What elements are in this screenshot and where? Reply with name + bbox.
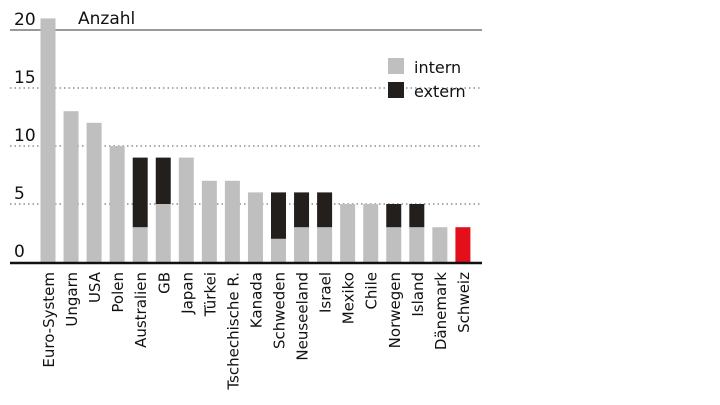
y-tick-label: 5 [14, 184, 25, 204]
y-axis-label: Anzahl [78, 9, 135, 29]
bars [40, 18, 471, 263]
x-category-label: Island [409, 272, 427, 317]
y-tick-label: 20 [14, 10, 36, 30]
x-category-label: USA [86, 271, 104, 303]
y-axis-ticks: 0 5 10 15 20 [14, 10, 36, 262]
y-tick-label: 10 [14, 126, 36, 146]
legend: intern extern [388, 58, 466, 101]
bar-intern [317, 227, 333, 262]
bar-intern [386, 227, 402, 262]
x-category-label: Euro-System [40, 272, 58, 368]
x-category-label: Israel [317, 272, 335, 313]
x-category-label: Norwegen [386, 272, 404, 348]
legend-label-intern: intern [414, 58, 461, 77]
bar-extern [294, 192, 310, 228]
x-category-label: Ungarn [63, 272, 81, 327]
x-category-label: Tschechische R. [224, 272, 242, 391]
x-axis-categories: Euro-System Ungarn USA Polen Australien GB Jap… [40, 271, 473, 390]
bar-extern [155, 157, 171, 204]
x-category-label: Dänemark [432, 272, 450, 350]
y-tick-label: 15 [14, 68, 36, 88]
bar-intern [432, 227, 448, 262]
bar-intern [178, 157, 194, 262]
x-category-label: Mexiko [340, 272, 358, 324]
bar-intern [40, 18, 56, 263]
x-category-label: GB [155, 272, 173, 294]
x-category-label: Neuseeland [294, 272, 312, 361]
bar-intern [247, 192, 263, 262]
x-category-label: Australien [132, 272, 150, 348]
x-category-label: Schweiz [455, 272, 473, 333]
bar-intern [409, 227, 425, 262]
legend-swatch-intern [388, 58, 404, 74]
bar-intern [155, 204, 171, 262]
bar-intern [109, 146, 125, 262]
bar-intern [224, 180, 240, 262]
x-category-label: Chile [363, 272, 381, 310]
bar-intern [132, 227, 148, 262]
x-category-label: Schweden [271, 272, 289, 349]
x-category-label: Polen [109, 272, 127, 313]
x-category-label: Japan [178, 272, 196, 315]
bar-extern [386, 204, 402, 228]
x-category-label: Kanada [247, 272, 265, 328]
bar-extern [317, 192, 333, 228]
legend-label-extern: extern [414, 82, 466, 101]
bar-extern [271, 192, 286, 239]
bar-intern [86, 122, 102, 262]
bar-highlight [455, 227, 471, 262]
legend-swatch-extern [388, 82, 404, 98]
bar-intern [271, 238, 286, 262]
x-category-label: Türkei [201, 272, 219, 317]
bar-intern [363, 204, 379, 262]
bar-extern [409, 204, 425, 228]
bar-extern [132, 157, 148, 228]
bar-intern [294, 227, 310, 262]
bar-intern [63, 111, 79, 262]
bar-intern [340, 204, 356, 262]
y-tick-label: 0 [14, 242, 25, 262]
bar-intern [201, 180, 217, 262]
grid-lines [10, 29, 482, 205]
